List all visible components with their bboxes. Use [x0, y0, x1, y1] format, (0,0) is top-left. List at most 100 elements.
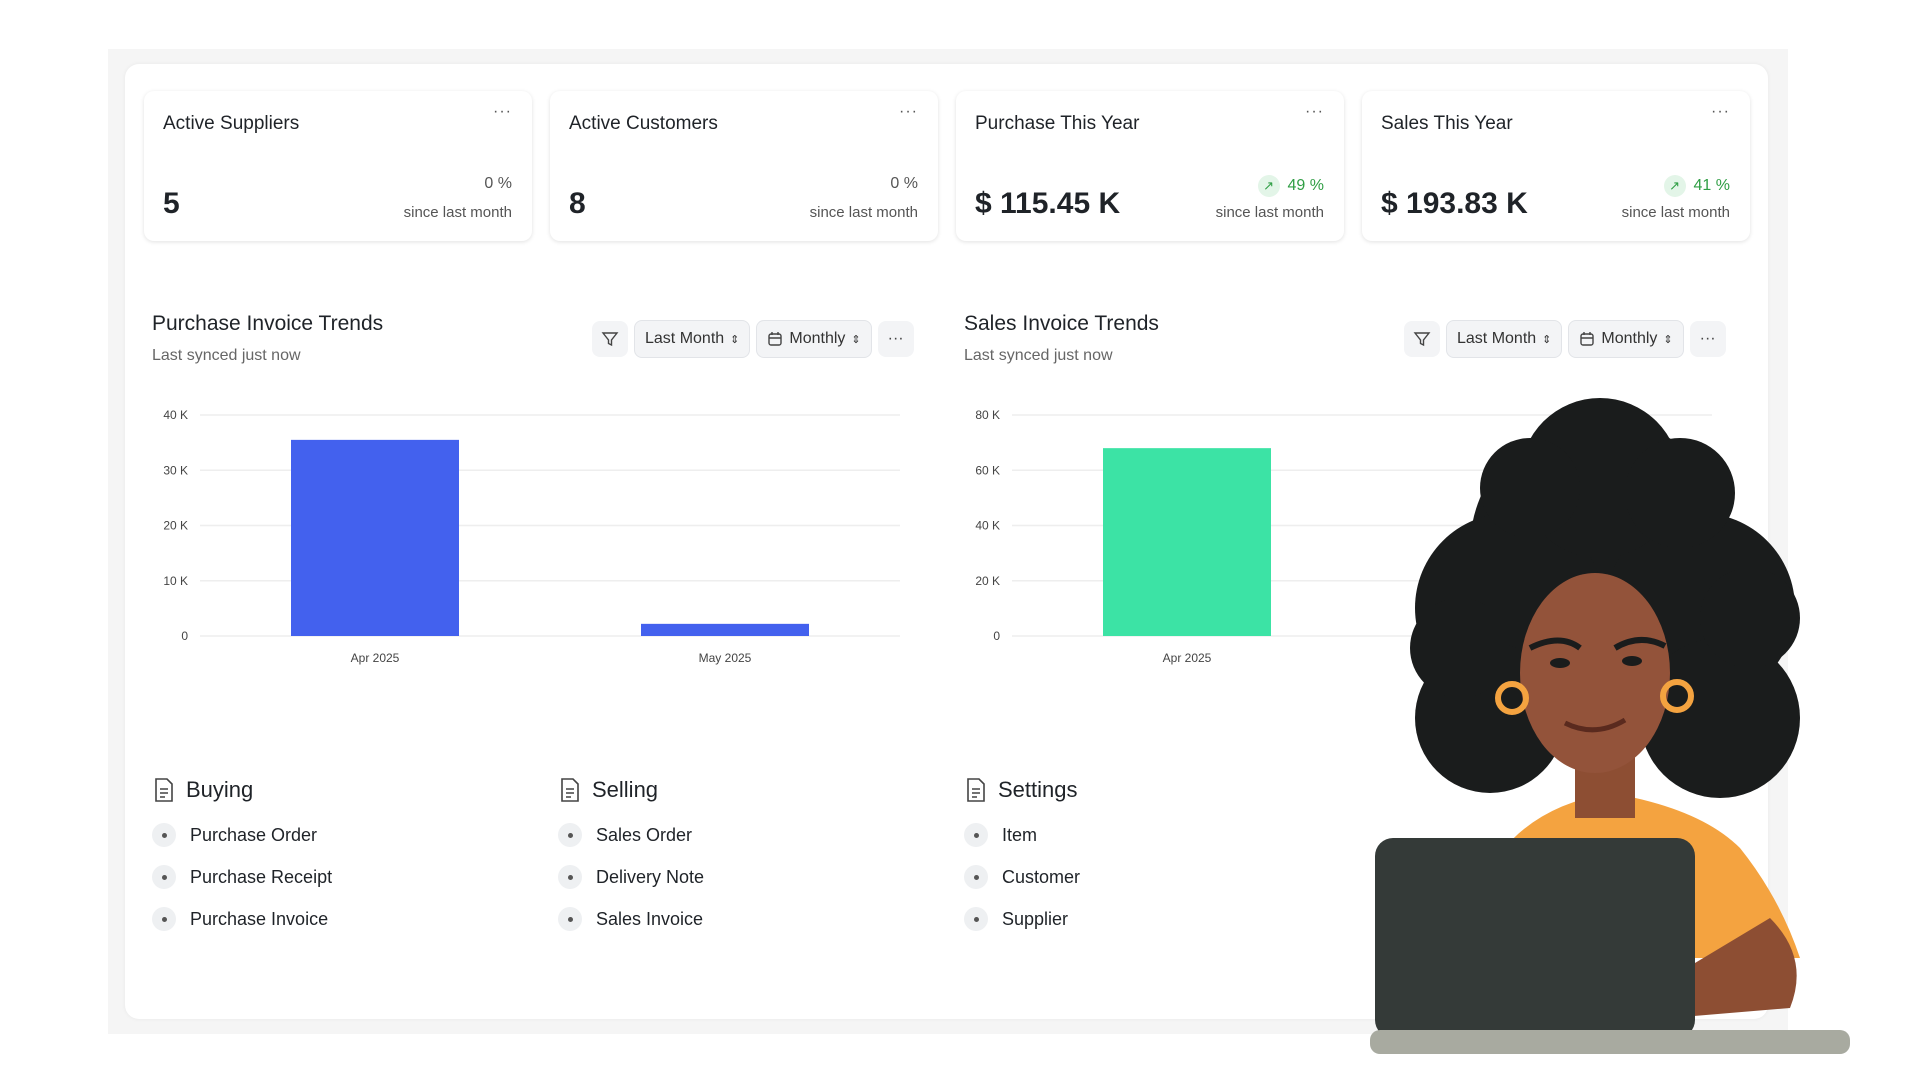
stat-card: Active Suppliers ··· 5 0 % since last mo… — [144, 91, 532, 241]
stat-value: $ 115.45 K — [975, 187, 1121, 220]
stat-change-value: 49 % — [1287, 177, 1324, 194]
section-link-label: Sales Invoice — [596, 908, 704, 929]
bullet-icon — [558, 823, 582, 847]
y-tick-label: 20 K — [163, 519, 188, 533]
y-tick-label: 40 K — [975, 519, 1000, 533]
stat-change: ↗ 41 % — [1663, 175, 1730, 197]
bullet-icon — [964, 865, 988, 889]
trend-up-icon: ↗ — [1257, 175, 1280, 197]
section-link[interactable]: Purchase Order — [152, 823, 332, 847]
stat-card: Purchase This Year ··· $ 115.45 K ↗ 49 % … — [956, 91, 1344, 241]
period-label: Monthly — [789, 330, 846, 347]
stat-since: since last month — [1621, 204, 1730, 221]
stat-value: $ 193.83 K — [1381, 187, 1528, 220]
range-label: Last Month — [1457, 330, 1537, 347]
period-select[interactable]: Monthly ⇕ — [756, 320, 872, 358]
stat-value: 5 — [163, 187, 180, 220]
document-icon — [155, 778, 173, 802]
stat-change: ↗ 49 % — [1257, 175, 1324, 197]
bar — [1103, 448, 1271, 636]
x-tick-label: Apr 2025 — [1163, 651, 1212, 665]
section-link-label: Supplier — [1002, 908, 1069, 929]
stat-change: 0 % — [890, 175, 918, 193]
stat-value: 8 — [569, 187, 586, 220]
chart-title: Purchase Invoice Trends — [152, 312, 384, 335]
stat-title: Sales This Year — [1381, 113, 1513, 134]
stat-title: Purchase This Year — [975, 113, 1140, 134]
bullet-icon — [964, 907, 988, 931]
stat-card: Active Customers ··· 8 0 % since last mo… — [550, 91, 938, 241]
stat-change-value: 0 % — [890, 175, 918, 192]
y-tick-label: 10 K — [163, 574, 188, 588]
y-tick-label: 40 K — [163, 408, 188, 422]
chevron-updown-icon: ⇕ — [851, 333, 861, 346]
section-link[interactable]: Customer — [964, 865, 1080, 889]
section-link-label: Item — [1002, 824, 1038, 845]
section-link[interactable]: Supplier — [964, 907, 1080, 931]
stat-change: 0 % — [484, 175, 512, 193]
range-select[interactable]: Last Month ⇕ — [1446, 320, 1563, 358]
chart-controls: Last Month ⇕ Monthly ⇕ ··· — [592, 320, 914, 358]
period-label: Monthly — [1601, 330, 1658, 347]
more-options-icon[interactable]: ··· — [493, 103, 512, 120]
chart-title: Sales Invoice Trends — [964, 312, 1159, 335]
section-title: Selling — [592, 777, 659, 802]
section-link[interactable]: Item — [964, 823, 1080, 847]
chevron-updown-icon: ⇕ — [1663, 333, 1673, 346]
bullet-icon — [964, 823, 988, 847]
stat-since: since last month — [403, 204, 512, 221]
section-buying: Buying Purchase Order Purchase Receipt Purc… — [152, 775, 332, 931]
bar — [291, 439, 459, 636]
range-select[interactable]: Last Month ⇕ — [634, 320, 751, 358]
stat-change-value: 0 % — [484, 175, 512, 192]
range-label: Last Month — [645, 330, 725, 347]
stat-title: Active Suppliers — [163, 113, 300, 134]
bullet-icon — [558, 865, 582, 889]
bullet-icon — [152, 823, 176, 847]
more-options-icon[interactable]: ··· — [877, 321, 914, 357]
section-settings: Settings Item Customer Supplier — [964, 775, 1080, 931]
chart-controls: Last Month ⇕ Monthly ⇕ ··· — [1404, 320, 1726, 358]
y-tick-label: 0 — [993, 629, 1000, 643]
period-select[interactable]: Monthly ⇕ — [1568, 320, 1684, 358]
section-link[interactable]: Sales Invoice — [558, 907, 704, 931]
bullet-icon — [152, 865, 176, 889]
y-tick-label: 30 K — [163, 463, 188, 477]
purchase-invoice-chart: 0 10 K 20 K 30 K 40 K Apr 2025 May 2025 — [163, 408, 900, 665]
chart-subtitle: Last synced just now — [964, 347, 1113, 364]
section-link[interactable]: Purchase Receipt — [152, 865, 332, 889]
bullet-icon — [152, 907, 176, 931]
calendar-icon — [1580, 332, 1595, 346]
section-title: Settings — [998, 777, 1078, 802]
chart-subtitle: Last synced just now — [152, 347, 301, 364]
section-link-label: Sales Order — [596, 824, 693, 845]
section-link-label: Purchase Order — [190, 824, 318, 845]
stat-since: since last month — [1215, 204, 1324, 221]
section-link-label: Customer — [1002, 866, 1081, 887]
x-tick-label: May 2025 — [699, 651, 752, 665]
y-tick-label: 80 K — [975, 408, 1000, 422]
document-icon — [561, 778, 579, 802]
bullet-icon — [558, 907, 582, 931]
section-selling: Selling Sales Order Delivery Note Sales Inv… — [558, 775, 704, 931]
chevron-updown-icon: ⇕ — [1542, 333, 1552, 346]
woman-with-laptop-illustration — [1370, 398, 1850, 1054]
x-tick-label: Apr 2025 — [351, 651, 400, 665]
stat-title: Active Customers — [569, 113, 718, 134]
stat-since: since last month — [809, 204, 918, 221]
section-link-label: Purchase Invoice — [190, 908, 329, 929]
section-link[interactable]: Purchase Invoice — [152, 907, 332, 931]
sales-invoice-chart: 0 20 K 40 K 60 K 80 K Apr 2025 — [975, 408, 1712, 665]
filter-icon[interactable] — [592, 321, 628, 357]
y-tick-label: 60 K — [975, 463, 1000, 477]
more-options-icon[interactable]: ··· — [1305, 103, 1324, 120]
section-link-label: Purchase Receipt — [190, 866, 333, 887]
section-link[interactable]: Delivery Note — [558, 865, 704, 889]
more-options-icon[interactable]: ··· — [1711, 103, 1730, 120]
more-options-icon[interactable]: ··· — [1689, 321, 1726, 357]
filter-icon[interactable] — [1404, 321, 1440, 357]
more-options-icon[interactable]: ··· — [899, 103, 918, 120]
section-title: Buying — [186, 777, 254, 802]
section-link[interactable]: Sales Order — [558, 823, 704, 847]
trend-up-icon: ↗ — [1663, 175, 1686, 197]
